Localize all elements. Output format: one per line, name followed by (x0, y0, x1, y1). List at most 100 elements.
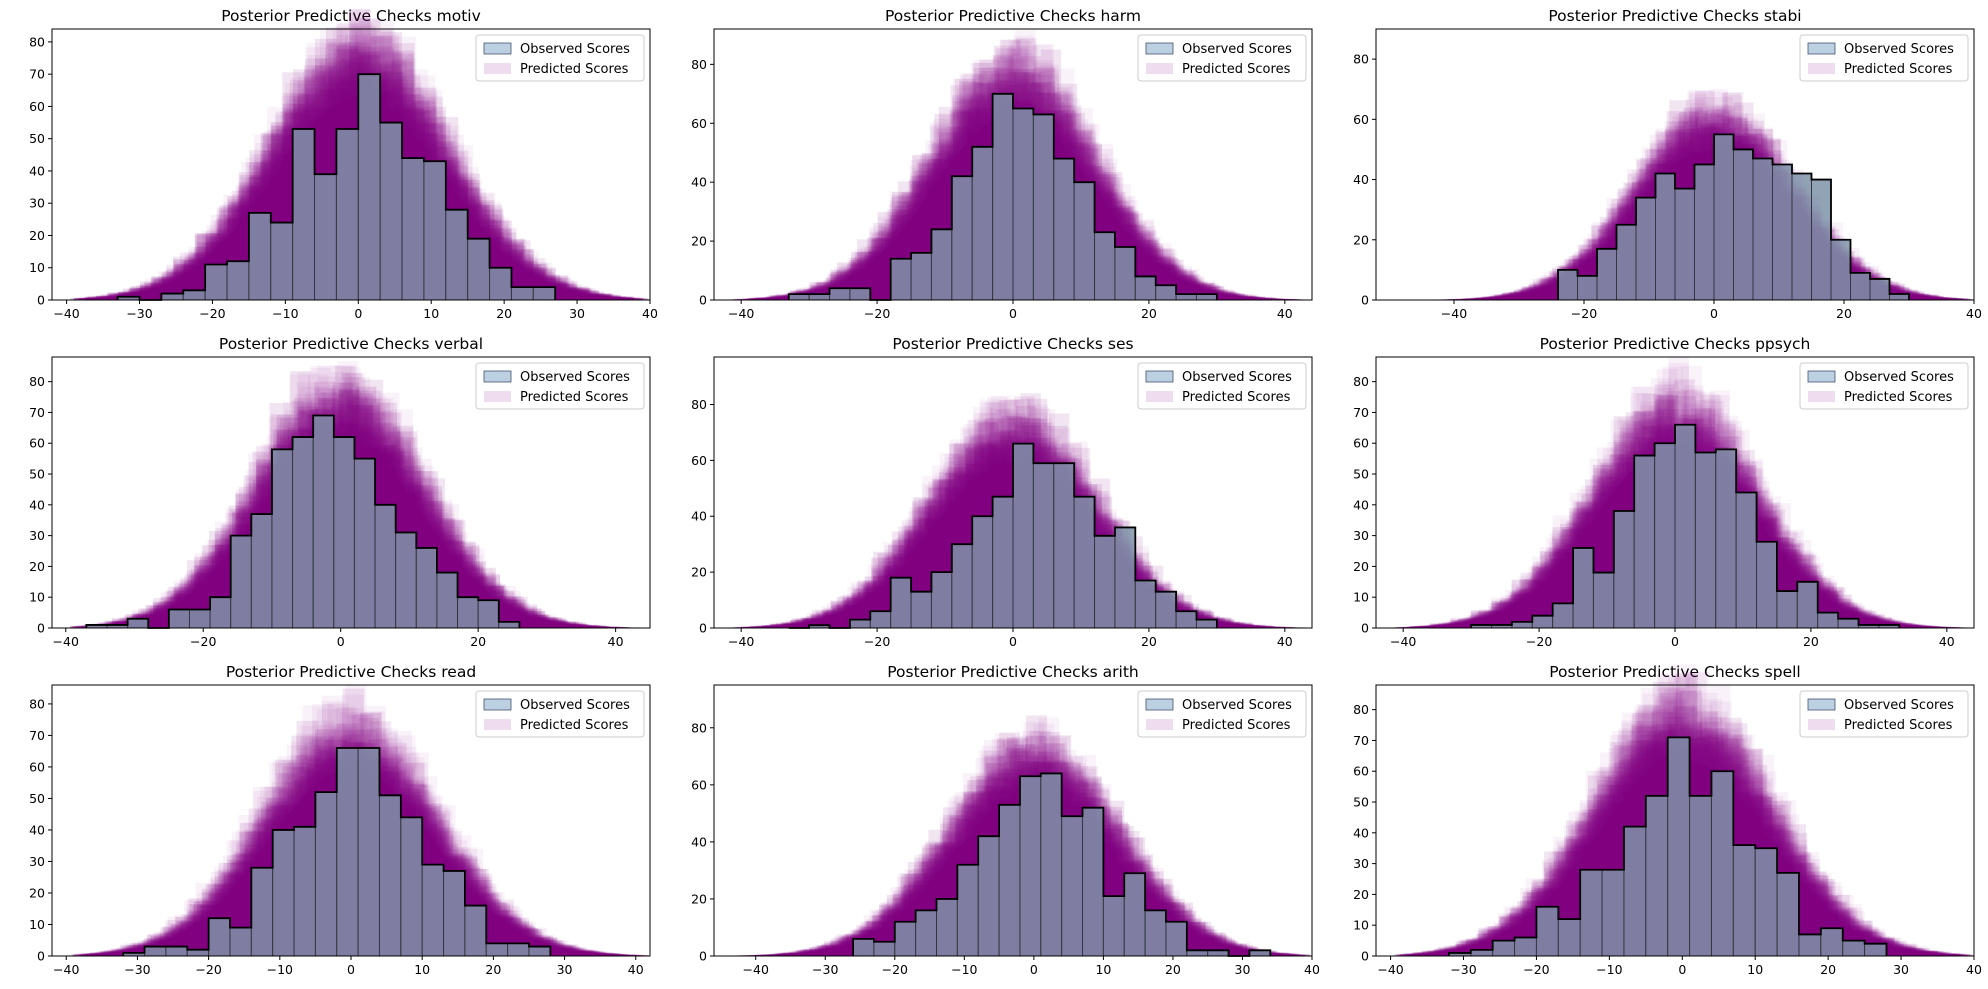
observed-bar (1535, 906, 1559, 957)
legend-observed-label: Observed Scores (1182, 698, 1292, 713)
x-tick-label: 40 (608, 634, 624, 649)
observed-bar (443, 870, 466, 957)
observed-bar (314, 173, 337, 301)
legend-predicted-label: Predicted Scores (1182, 390, 1291, 405)
legend: Observed Scores Predicted Scores (1137, 34, 1307, 82)
observed-bar (1667, 736, 1691, 957)
observed-bar (467, 238, 491, 301)
observed-bar (165, 946, 188, 957)
y-tick-label: 10 (29, 590, 45, 605)
y-tick-label: 60 (1353, 436, 1369, 451)
observed-bar (998, 804, 1021, 957)
observed-bar (457, 596, 479, 629)
x-tick-label: −20 (882, 962, 908, 977)
x-tick-label: −30 (812, 962, 838, 977)
ppc-panel: Posterior Predictive Checks stabi −40 −20 0… (1324, 0, 1986, 328)
legend-observed-label: Observed Scores (1844, 698, 1954, 713)
x-tick-label: −20 (864, 306, 890, 321)
observed-bar (849, 287, 871, 301)
observed-bar (1713, 133, 1734, 301)
observed-bar (1114, 526, 1136, 629)
observed-scores-group (1448, 736, 1888, 957)
axes-frame (51, 28, 651, 301)
x-tick-label: −10 (267, 962, 293, 977)
y-tick-label: 60 (691, 777, 707, 792)
observed-outline (1448, 736, 1888, 956)
x-tick-label: −20 (864, 634, 890, 649)
y-tick-label: 60 (691, 453, 707, 468)
observed-bar (910, 591, 932, 629)
observed-bar (1791, 173, 1812, 301)
ppc-chart: Posterior Predictive Checks harm −40 −20 0 2… (691, 7, 1313, 321)
y-tick-label: 40 (29, 822, 45, 837)
observed-bar (829, 287, 851, 301)
observed-scores-group (787, 92, 1218, 301)
x-tick-label: −40 (53, 306, 79, 321)
legend-predicted-label: Predicted Scores (1844, 62, 1953, 77)
ppc-chart: Posterior Predictive Checks ppsych −40 −20… (1353, 335, 1975, 649)
x-tick-label: −20 (1571, 306, 1597, 321)
observed-bar (971, 515, 994, 629)
x-tick-label: 30 (557, 962, 573, 977)
ppc-panel: Posterior Predictive Checks arith −40 −30 −… (662, 656, 1324, 984)
observed-bar (1134, 275, 1157, 301)
observed-bar (374, 504, 397, 629)
y-tick-label: 20 (691, 891, 707, 906)
x-tick-label: 20 (1836, 306, 1852, 321)
legend-observed-label: Observed Scores (520, 698, 630, 713)
legend-predicted-swatch (1146, 719, 1173, 730)
x-tick-label: −40 (743, 962, 769, 977)
observed-outline (116, 73, 557, 301)
observed-bar (852, 938, 875, 957)
observed-bar (230, 535, 252, 629)
observed-bar (127, 618, 149, 629)
observed-bar (1019, 775, 1042, 957)
x-tick-label: −40 (728, 306, 754, 321)
observed-bar (1061, 815, 1084, 957)
axes-frame (713, 684, 1313, 957)
observed-outline (788, 442, 1218, 629)
y-tick-label: 30 (1353, 856, 1369, 871)
x-tick-label: −40 (53, 962, 79, 977)
observed-bar (890, 577, 912, 629)
x-tick-label: −10 (951, 962, 977, 977)
observed-bar (1123, 872, 1146, 957)
observed-bar (1577, 275, 1598, 301)
observed-bar (977, 835, 1000, 957)
legend-predicted-label: Predicted Scores (1844, 718, 1953, 733)
x-tick-label: 20 (470, 634, 486, 649)
legend-box (475, 362, 645, 410)
observed-bar (209, 596, 232, 629)
observed-bar (930, 228, 953, 301)
observed-bar (229, 927, 252, 957)
x-tick-label: 40 (1966, 306, 1982, 321)
x-tick-label: 30 (1235, 962, 1251, 977)
observed-bar (144, 946, 167, 957)
y-tick-label: 60 (29, 99, 45, 114)
observed-bar (1557, 269, 1578, 301)
y-tick-label: 0 (699, 293, 707, 308)
y-tick-label: 80 (1353, 52, 1369, 67)
x-tick-label: 10 (1747, 962, 1763, 977)
observed-bar (1817, 612, 1839, 629)
x-tick-label: 0 (1678, 962, 1686, 977)
observed-bar (1613, 510, 1635, 629)
observed-bar (168, 609, 190, 629)
chart-title: Posterior Predictive Checks motiv (221, 7, 481, 25)
x-tick-label: 20 (1141, 306, 1157, 321)
x-tick-label: 0 (347, 962, 355, 977)
observed-bar (335, 128, 359, 301)
legend: Observed Scores Predicted Scores (1137, 690, 1307, 738)
observed-bar (485, 942, 509, 957)
observed-bar (333, 436, 355, 629)
y-tick-label: 10 (29, 917, 45, 932)
y-tick-label: 80 (29, 696, 45, 711)
y-tick-label: 50 (1353, 467, 1369, 482)
observed-bar (1674, 188, 1695, 301)
legend-observed-swatch (1145, 698, 1174, 711)
observed-bar (1633, 455, 1656, 629)
observed-bar (1134, 580, 1157, 629)
x-tick-label: 0 (337, 634, 345, 649)
x-tick-label: 10 (1095, 962, 1111, 977)
y-tick-label: 40 (29, 497, 45, 512)
